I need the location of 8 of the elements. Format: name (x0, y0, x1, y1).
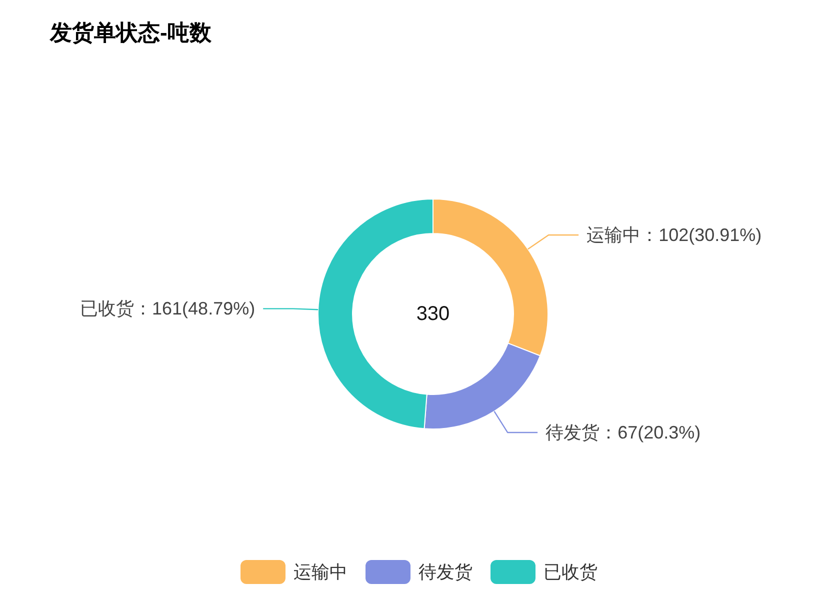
data-label: 运输中：102(30.91%) (586, 224, 762, 245)
legend-label: 运输中 (294, 562, 348, 582)
text: 330 (416, 303, 450, 325)
legend-label: 已收货 (544, 562, 598, 582)
chart-title: 发货单状态-吨数 (49, 20, 212, 45)
data-label: 已收货：161(48.79%) (80, 298, 256, 319)
legend-label: 待发货 (418, 562, 472, 582)
data-label: 待发货：67(20.3%) (546, 422, 701, 442)
